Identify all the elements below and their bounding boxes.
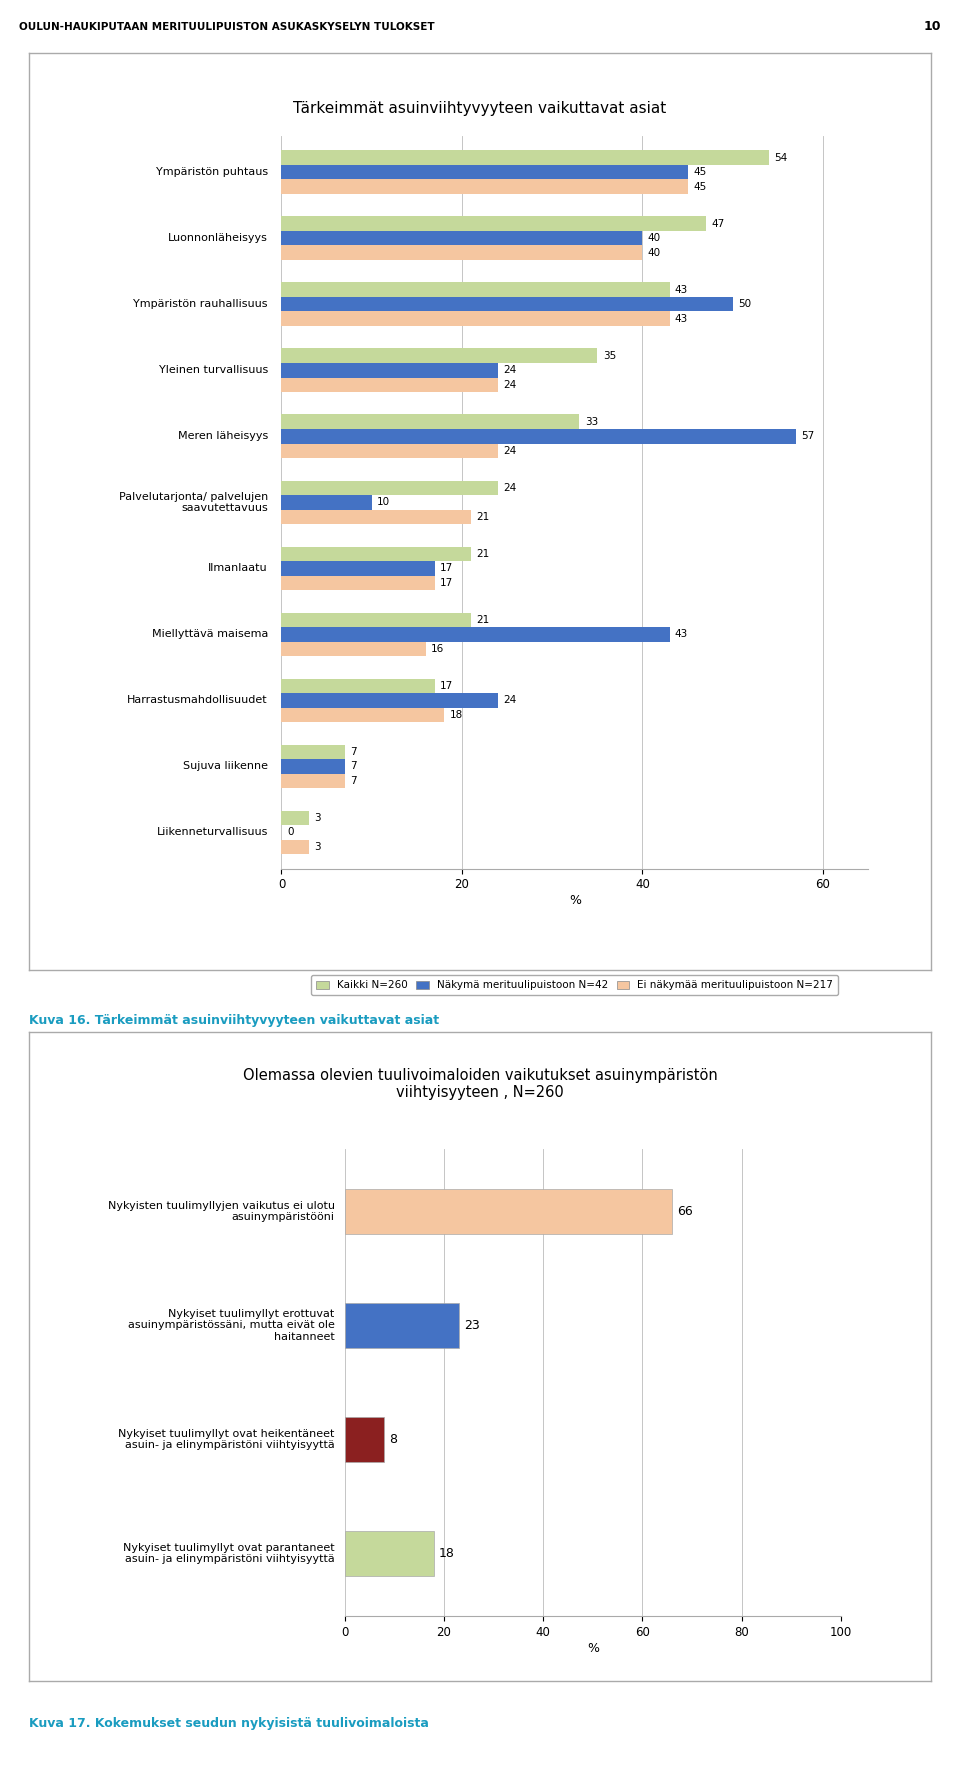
Bar	[281, 678, 435, 694]
Text: 24: 24	[503, 379, 516, 390]
Text: Nykyiset tuulimyllyt erottuvat
asuinympäristössäni, mutta eivät ole
haitanneet: Nykyiset tuulimyllyt erottuvat asuinympä…	[128, 1309, 335, 1341]
Bar	[281, 377, 498, 391]
Text: 24: 24	[503, 696, 516, 706]
Bar	[281, 443, 498, 457]
Text: 43: 43	[675, 630, 688, 639]
Text: 21: 21	[476, 548, 490, 559]
Bar	[345, 1188, 672, 1235]
Bar	[281, 509, 471, 525]
Bar	[281, 840, 308, 854]
Text: Kuva 17. Kokemukset seudun nykyisistä tuulivoimaloista: Kuva 17. Kokemukset seudun nykyisistä tu…	[29, 1717, 429, 1729]
Text: 24: 24	[503, 447, 516, 455]
Text: 45: 45	[693, 167, 707, 178]
Bar	[281, 745, 345, 760]
Bar	[345, 1530, 434, 1576]
Text: Ilmanlaatu: Ilmanlaatu	[208, 564, 268, 573]
Text: 3: 3	[314, 841, 321, 852]
Bar	[281, 180, 687, 194]
Bar	[281, 811, 308, 825]
Bar	[281, 628, 669, 642]
Bar	[281, 546, 471, 560]
Text: 35: 35	[603, 350, 616, 361]
Text: Palvelutarjonta/ palvelujen
saavutettavuus: Palvelutarjonta/ palvelujen saavutettavu…	[119, 491, 268, 512]
Text: Tärkeimmät asuinviihtyvyyteen vaikuttavat asiat: Tärkeimmät asuinviihtyvyyteen vaikuttava…	[294, 101, 666, 116]
Bar	[345, 1302, 459, 1348]
Text: 3: 3	[314, 813, 321, 824]
Text: 54: 54	[774, 153, 787, 162]
Text: Ympäristön puhtaus: Ympäristön puhtaus	[156, 167, 268, 178]
Text: 45: 45	[693, 181, 707, 192]
Text: 10: 10	[377, 498, 391, 507]
Text: Ympäristön rauhallisuus: Ympäristön rauhallisuus	[133, 299, 268, 310]
Legend: Kaikki N=260, Näkymä merituulipuistoon N=42, Ei näkymää merituulipuistoon N=217: Kaikki N=260, Näkymä merituulipuistoon N…	[311, 975, 838, 996]
Text: Meren läheisyys: Meren läheisyys	[178, 431, 268, 441]
Bar	[281, 642, 426, 656]
Bar	[281, 246, 642, 260]
Bar	[281, 217, 706, 231]
Bar	[281, 415, 579, 429]
Text: 50: 50	[738, 299, 752, 310]
Text: 40: 40	[648, 247, 661, 258]
Bar	[345, 1416, 384, 1462]
Bar	[281, 151, 769, 165]
Bar	[281, 363, 498, 377]
Text: 16: 16	[431, 644, 444, 655]
Text: 24: 24	[503, 482, 516, 493]
Text: Yleinen turvallisuus: Yleinen turvallisuus	[158, 365, 268, 375]
Bar	[281, 760, 345, 774]
Text: Miellyttävä maisema: Miellyttävä maisema	[152, 630, 268, 639]
Text: 23: 23	[464, 1318, 479, 1332]
Bar	[281, 774, 345, 788]
Text: 7: 7	[350, 776, 357, 786]
Text: 10: 10	[924, 20, 941, 34]
Bar	[281, 429, 796, 443]
X-axis label: %: %	[587, 1642, 599, 1654]
Text: OULUN-HAUKIPUTAAN MERITUULIPUISTON ASUKASKYSELYN TULOKSET: OULUN-HAUKIPUTAAN MERITUULIPUISTON ASUKA…	[19, 21, 435, 32]
Bar	[281, 576, 435, 591]
Text: Liikenneturvallisuus: Liikenneturvallisuus	[156, 827, 268, 838]
Text: 47: 47	[711, 219, 724, 229]
Bar	[281, 231, 642, 246]
Text: Nykyisten tuulimyllyjen vaikutus ei ulotu
asuinympäristööni: Nykyisten tuulimyllyjen vaikutus ei ulot…	[108, 1201, 335, 1222]
Text: 17: 17	[441, 564, 453, 573]
Bar	[281, 165, 687, 180]
Text: 0: 0	[287, 827, 294, 838]
Bar	[281, 495, 372, 509]
Bar	[281, 560, 435, 576]
Text: 40: 40	[648, 233, 661, 244]
Text: 7: 7	[350, 761, 357, 772]
Text: Nykyiset tuulimyllyt ovat heikentäneet
asuin- ja elinympäristöni viihtyisyyttä: Nykyiset tuulimyllyt ovat heikentäneet a…	[118, 1429, 335, 1450]
Text: Nykyiset tuulimyllyt ovat parantaneet
asuin- ja elinympäristöni viihtyisyyttä: Nykyiset tuulimyllyt ovat parantaneet as…	[123, 1542, 335, 1564]
Bar	[281, 612, 471, 628]
Bar	[281, 283, 669, 297]
Text: Sujuva liikenne: Sujuva liikenne	[183, 761, 268, 772]
Text: Olemassa olevien tuulivoimaloiden vaikutukset asuinympäristön
viihtyisyyteen , N: Olemassa olevien tuulivoimaloiden vaikut…	[243, 1067, 717, 1099]
Text: 21: 21	[476, 616, 490, 624]
Text: 18: 18	[449, 710, 463, 720]
Bar	[281, 297, 732, 311]
Text: 43: 43	[675, 313, 688, 324]
Text: 18: 18	[439, 1548, 455, 1560]
Text: 33: 33	[585, 416, 598, 427]
Text: Harrastusmahdollisuudet: Harrastusmahdollisuudet	[128, 696, 268, 706]
Text: Kuva 16. Tärkeimmät asuinviihtyvyyteen vaikuttavat asiat: Kuva 16. Tärkeimmät asuinviihtyvyyteen v…	[29, 1014, 439, 1026]
Text: 66: 66	[677, 1204, 693, 1219]
Text: 21: 21	[476, 512, 490, 521]
X-axis label: %: %	[568, 895, 581, 907]
Bar	[281, 311, 669, 326]
Text: 57: 57	[802, 431, 814, 441]
Bar	[281, 694, 498, 708]
Bar	[281, 708, 444, 722]
Text: 7: 7	[350, 747, 357, 756]
Text: 17: 17	[441, 681, 453, 690]
Text: 17: 17	[441, 578, 453, 587]
Bar	[281, 349, 597, 363]
Bar	[281, 480, 498, 495]
Text: 8: 8	[390, 1432, 397, 1446]
Text: Luonnonläheisyys: Luonnonläheisyys	[168, 233, 268, 244]
Text: 24: 24	[503, 365, 516, 375]
Text: 43: 43	[675, 285, 688, 295]
